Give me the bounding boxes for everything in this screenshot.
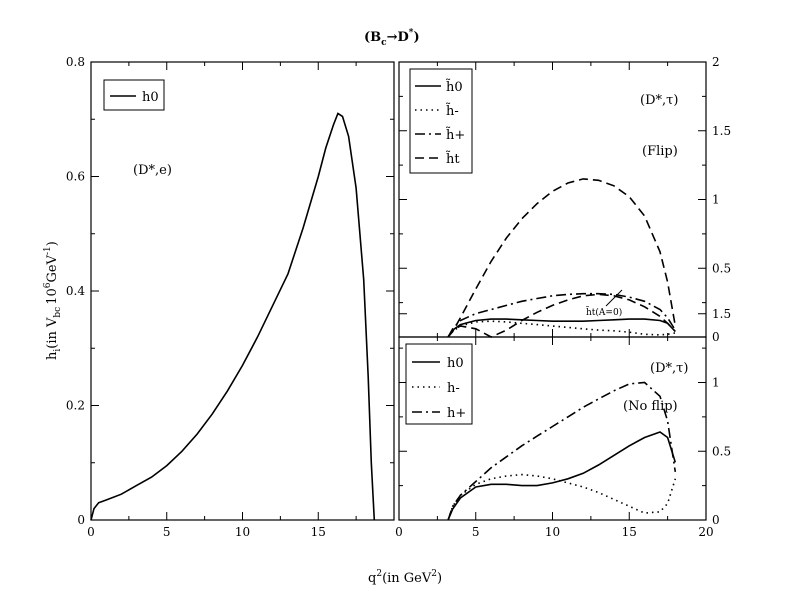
- y-tick-label: 1: [712, 376, 720, 390]
- y-tick-label: 1.5: [712, 307, 731, 321]
- legend-label: h̃t: [445, 150, 460, 167]
- y-tick-label: 0.5: [712, 444, 731, 458]
- x-tick-label: 15: [311, 525, 326, 539]
- x-tick-label: 10: [545, 525, 560, 539]
- y-tick-label: 0.5: [712, 261, 731, 275]
- y-tick-label: 0: [712, 513, 720, 527]
- series-line-0: [90, 112, 376, 521]
- legend-label: h+: [447, 406, 466, 421]
- y-tick-label: 0.2: [66, 399, 85, 413]
- y-tick-label: 1: [712, 193, 720, 207]
- series-line-2: [447, 381, 677, 521]
- legend-label: h̃+: [445, 126, 465, 143]
- y-tick-label: 0.4: [66, 284, 85, 298]
- lower-right-panel: 0 0.5 1 1.5 0 5 10 15 20 (D*,τ) (No flip) h0 h-h+: [395, 307, 731, 539]
- x-tick-label: 15: [622, 525, 637, 539]
- legend-box: [405, 343, 473, 425]
- inline-label-pointer: [605, 289, 623, 307]
- x-tick-label: 5: [472, 525, 480, 539]
- x-tick-label: 0: [87, 525, 95, 539]
- legend-label: h̃0: [445, 78, 462, 95]
- x-tick-label: 20: [698, 525, 713, 539]
- series-line-1: [447, 473, 677, 521]
- x-tick-label: 10: [235, 525, 250, 539]
- legend-label: h̃-: [445, 102, 458, 119]
- panel-annotation: (D*,τ): [650, 361, 688, 376]
- panel-annotation-2: (No flip): [623, 399, 678, 414]
- figure-title: (Bc→D*): [364, 28, 420, 48]
- series-line-1: [447, 320, 676, 338]
- upper-right-panel: 0 0.5 1 1.5 2 (D*,τ) (Flip) h̃t(A=0) h̃0 h̃- h̃+ h̃…: [398, 55, 731, 344]
- left-panel: 0 0.2 0.4 0.6 0.8 0 5 10 15 (D*,e) h0: [66, 55, 395, 539]
- x-tick-label: 5: [163, 525, 171, 539]
- y-tick-label: 0.8: [66, 55, 85, 69]
- series-line-2: [447, 292, 676, 338]
- inline-curve-label: h̃t(A=0): [586, 306, 623, 318]
- series-line-0: [447, 318, 676, 338]
- series-line-4: [447, 293, 676, 338]
- series-line-0: [447, 431, 677, 521]
- panel-annotation-2: (Flip): [642, 144, 678, 159]
- y-tick-label: 2: [712, 55, 720, 69]
- y-axis-label: hi(in Vbc106GeV-1): [43, 241, 63, 360]
- legend-label: h-: [447, 381, 460, 396]
- y-tick-label: 0: [77, 513, 85, 527]
- y-tick-label: 0: [712, 330, 720, 344]
- series-line-3: [447, 178, 677, 338]
- legend-box: [103, 79, 165, 111]
- legend-label: h0: [142, 90, 159, 105]
- left-panel-frame: [90, 61, 395, 521]
- x-axis-label: q2(in GeV2): [368, 569, 442, 586]
- y-tick-label: 1.5: [712, 124, 731, 138]
- panel-annotation: (D*,e): [133, 163, 172, 178]
- legend-label: h0: [447, 356, 464, 371]
- panel-annotation: (D*,τ): [640, 93, 678, 108]
- x-tick-label: 0: [395, 525, 403, 539]
- y-tick-label: 0.6: [66, 170, 85, 184]
